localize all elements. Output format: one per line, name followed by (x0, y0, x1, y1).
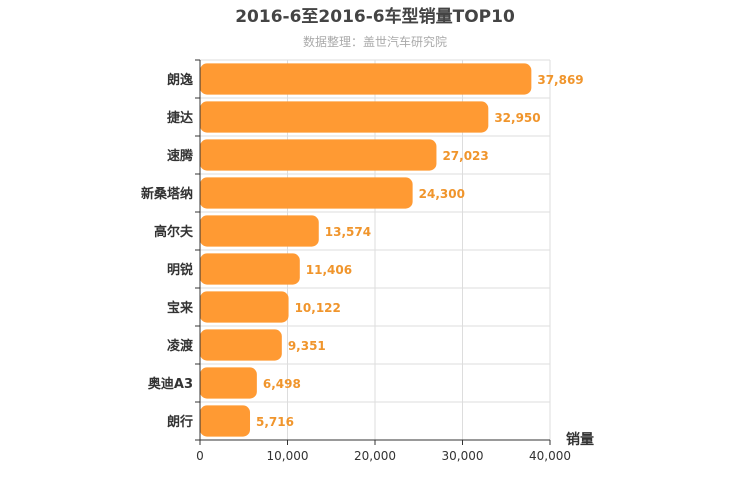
x-axis-name: 销量 (566, 431, 594, 448)
bar (200, 367, 257, 399)
value-label: 24,300 (419, 187, 465, 201)
bar (200, 63, 532, 95)
axes: 0 10,000 20,000 30,000 40,000 (195, 59, 571, 463)
grid-lines (200, 59, 551, 441)
value-label: 6,498 (263, 377, 301, 391)
labels: 朗逸 37,869 捷达 32,950 速腾 27,023 新桑塔纳 24,300 高尔夫 13,… (141, 72, 584, 430)
category-label: 朗行 (167, 414, 193, 430)
chart-title: 2016-6至2016-6车型销量TOP10 (235, 6, 515, 27)
value-label: 10,122 (295, 301, 341, 315)
category-label: 宝来 (167, 300, 194, 316)
bar (200, 405, 251, 437)
x-tick-label: 0 (196, 449, 204, 463)
category-label: 凌渡 (167, 338, 194, 354)
category-label: 速腾 (167, 148, 194, 164)
category-label: 奥迪A3 (148, 376, 193, 392)
category-label: 新桑塔纳 (141, 186, 193, 202)
category-label: 明锐 (167, 262, 193, 278)
bar (200, 101, 489, 133)
category-label: 高尔夫 (154, 224, 194, 240)
value-label: 11,406 (306, 263, 352, 277)
value-label: 37,869 (537, 73, 583, 87)
bar (200, 253, 300, 285)
bar (200, 215, 319, 247)
value-label: 13,574 (325, 225, 371, 239)
bar (200, 329, 282, 361)
bar (200, 291, 289, 323)
category-label: 捷达 (167, 110, 193, 126)
x-tick-label: 20,000 (354, 449, 396, 463)
x-tick-label: 40,000 (529, 449, 571, 463)
bars (200, 63, 532, 437)
value-label: 32,950 (494, 111, 540, 125)
chart-subtitle: 数据整理：盖世汽车研究院 (303, 34, 447, 49)
bar (200, 177, 413, 209)
x-tick-label: 30,000 (442, 449, 484, 463)
value-label: 9,351 (288, 339, 326, 353)
value-label: 5,716 (256, 415, 294, 429)
value-label: 27,023 (442, 149, 488, 163)
x-tick-label: 10,000 (267, 449, 309, 463)
bar (200, 139, 437, 171)
category-label: 朗逸 (167, 72, 193, 88)
